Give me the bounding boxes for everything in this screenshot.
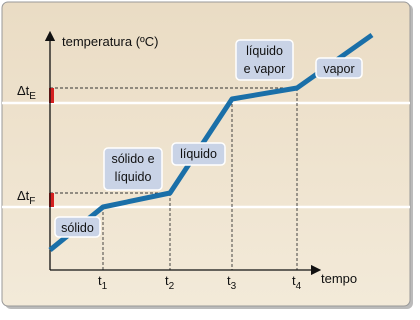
phase-box: sólido e líquido [103,147,163,191]
level-marker [49,193,54,207]
label-base: t [165,273,169,288]
label-sub: 1 [102,281,108,292]
y-level-label: ΔtE [17,83,36,102]
phase-label: líquido [246,44,283,58]
phase-box-bg [315,57,363,79]
y-axis-label: temperatura (ºC) [62,34,159,49]
x-tick-label: t4 [292,273,302,292]
x-axis-label: tempo [321,271,357,286]
label-sub: 4 [296,281,302,292]
label-base: t [227,273,231,288]
y-level-label: ΔtF [17,188,35,207]
label-sub: F [29,196,35,207]
phase-box-bg [54,216,101,238]
phase-box: vapor [315,57,363,79]
x-tick-label: t3 [227,273,237,292]
phase-box-bg [171,142,226,166]
label-sub: 2 [169,281,175,292]
phase-label: sólido [61,221,94,235]
level-marker [49,88,54,103]
phase-label: líquido [180,147,217,161]
phase-label: sólido e [111,152,154,166]
guides [50,87,298,270]
label-base: Δt [17,83,30,98]
phase-label: e vapor [244,62,286,76]
label-sub: E [29,91,36,102]
phase-box-bg [235,39,294,81]
phase-label: líquido [115,170,152,184]
phase-box: sólido [54,216,101,238]
x-tick-label: t2 [165,273,175,292]
phase-box: líquido e vapor [235,39,294,81]
label-sub: 3 [231,281,237,292]
label-base: t [98,273,102,288]
phase-label: vapor [323,62,354,76]
phase-box: líquido [171,142,226,166]
x-tick-label: t1 [98,273,108,292]
phase-box-bg [103,147,163,191]
label-base: t [292,273,296,288]
label-base: Δt [17,188,30,203]
